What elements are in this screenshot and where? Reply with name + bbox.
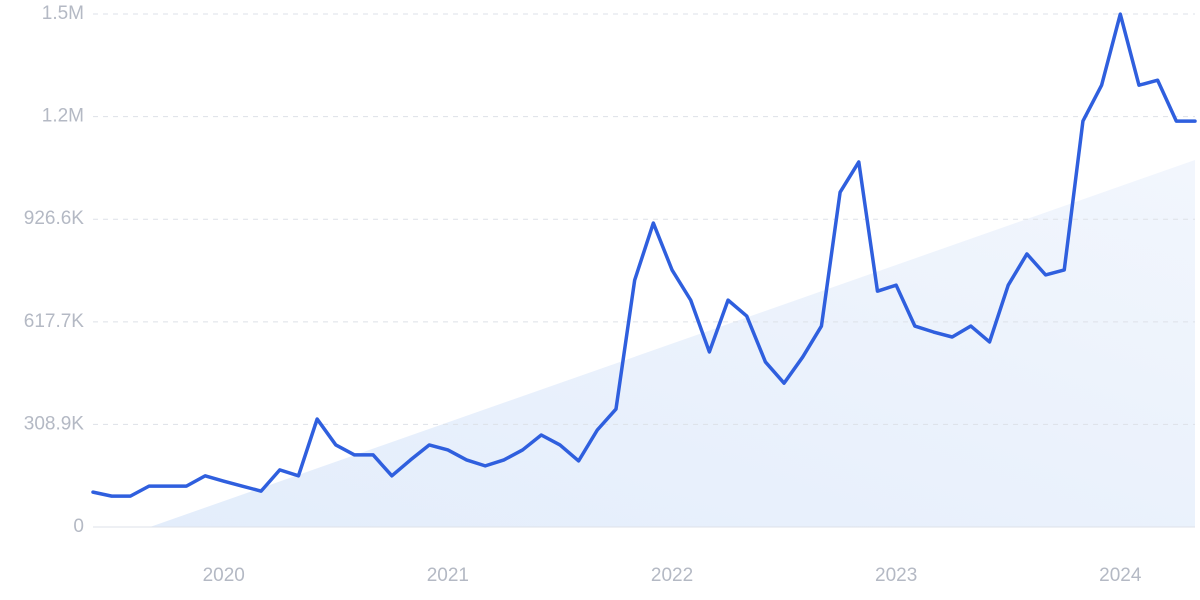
y-tick-label: 926.6K bbox=[24, 208, 85, 229]
x-tick-label: 2023 bbox=[875, 565, 917, 586]
x-tick-label: 2020 bbox=[203, 565, 245, 586]
trend-area bbox=[150, 160, 1195, 527]
y-tick-label: 617.7K bbox=[24, 311, 85, 332]
x-tick-label: 2021 bbox=[427, 565, 469, 586]
y-tick-label: 1.5M bbox=[42, 3, 84, 24]
line bbox=[91, 12, 1197, 498]
x-tick-label: 2024 bbox=[1099, 565, 1142, 586]
x-tick-label: 2022 bbox=[651, 565, 693, 586]
y-tick-label: 1.2M bbox=[42, 106, 84, 127]
y-tick-label: 308.9K bbox=[24, 413, 85, 434]
y-tick-label: 0 bbox=[73, 516, 84, 537]
